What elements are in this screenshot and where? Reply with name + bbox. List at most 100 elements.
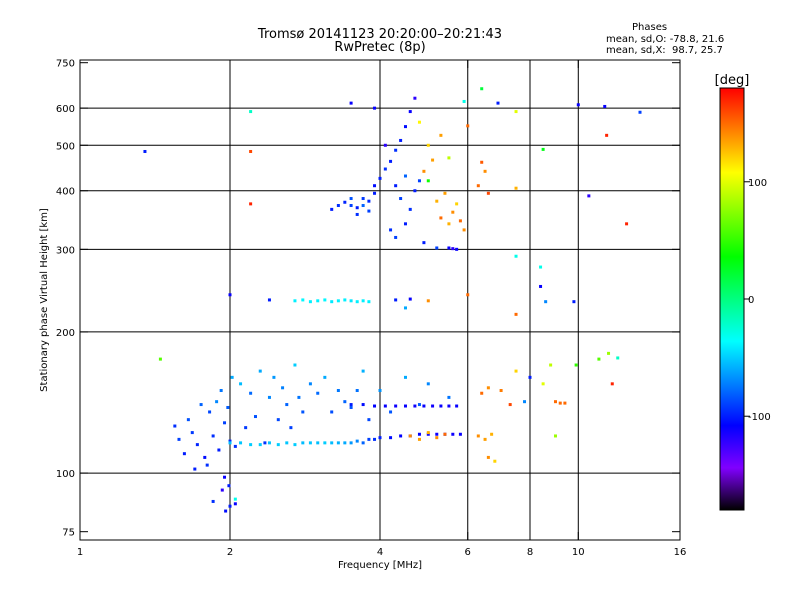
data-point (408, 207, 412, 211)
data-point (158, 357, 162, 361)
data-point (576, 103, 580, 107)
data-point (367, 300, 371, 304)
data-point (301, 410, 305, 414)
data-point (217, 448, 221, 452)
chart-title: Tromsø 20141123 20:20:00–20:21:43 (257, 27, 503, 42)
data-point (263, 441, 267, 445)
data-point (177, 437, 181, 441)
stats-x-mode: mean, sd,X: 98.7, 25.7 (606, 45, 723, 56)
data-point (447, 404, 451, 408)
data-point (349, 405, 353, 409)
data-point (193, 467, 197, 471)
y-tick-label: 400 (56, 187, 75, 198)
data-point (355, 206, 359, 210)
data-point (431, 404, 435, 408)
data-point (605, 133, 609, 137)
data-point (323, 375, 327, 379)
data-point (486, 455, 490, 459)
data-point (553, 400, 557, 404)
data-point (173, 424, 177, 428)
data-point (514, 110, 518, 114)
data-point (267, 298, 271, 302)
colorbar-scale (719, 87, 745, 511)
data-point (383, 167, 387, 171)
data-point (403, 174, 407, 178)
data-point (361, 204, 365, 208)
data-point (539, 284, 543, 288)
data-point (541, 382, 545, 386)
colorbar-tick-label: 0 (748, 295, 754, 306)
data-point (336, 299, 340, 303)
data-point (308, 300, 312, 304)
data-point (462, 228, 466, 232)
data-point (267, 441, 271, 445)
data-point (394, 148, 398, 152)
data-point (361, 403, 365, 407)
data-point (451, 210, 455, 214)
data-point (343, 400, 347, 404)
data-point (476, 184, 480, 188)
data-point (553, 434, 557, 438)
data-point (447, 156, 451, 160)
data-point (249, 443, 253, 447)
data-point (276, 443, 280, 447)
data-point (361, 197, 365, 201)
x-tick-label: 10 (572, 547, 585, 558)
data-point (203, 455, 207, 459)
colorbar-tick-label: -100 (748, 412, 771, 423)
data-point (316, 441, 320, 445)
data-point (293, 299, 297, 303)
data-point (403, 222, 407, 226)
data-point (308, 382, 312, 386)
x-tick-label: 6 (465, 547, 471, 558)
data-point (466, 293, 470, 297)
data-point (343, 298, 347, 302)
data-point (301, 441, 305, 445)
data-point (373, 191, 377, 195)
data-point (426, 179, 430, 183)
data-point (476, 434, 480, 438)
data-point (373, 106, 377, 110)
data-point (399, 197, 403, 201)
data-point (480, 87, 484, 91)
data-point (435, 436, 439, 440)
data-point (253, 415, 257, 419)
data-point (228, 504, 232, 508)
data-point (439, 216, 443, 220)
data-point (323, 441, 327, 445)
x-tick-label: 1 (77, 547, 83, 558)
chart-subtitle: RwPretec (8p) (334, 40, 426, 55)
x-tick-label: 16 (674, 547, 687, 558)
data-point (413, 189, 417, 193)
data-point (408, 297, 412, 301)
data-point (514, 369, 518, 373)
data-point (496, 101, 500, 105)
data-point (211, 499, 215, 503)
y-tick-label: 100 (56, 469, 75, 480)
data-point (233, 502, 237, 506)
data-point (316, 299, 320, 303)
data-point (330, 300, 334, 304)
data-point (451, 432, 455, 436)
data-point (455, 404, 459, 408)
data-point (195, 443, 199, 447)
y-tick-label: 500 (56, 141, 75, 152)
data-point (373, 404, 377, 408)
data-point (230, 375, 234, 379)
data-point (220, 488, 224, 492)
y-tick-label: 600 (56, 104, 75, 115)
data-point (367, 209, 371, 213)
colorbar-label: [deg] (715, 73, 750, 88)
data-point (523, 400, 527, 404)
data-point (417, 179, 421, 183)
data-point (528, 375, 532, 379)
data-point (417, 437, 421, 441)
data-point (272, 375, 276, 379)
data-point (383, 404, 387, 408)
y-tick-label: 750 (56, 59, 75, 70)
data-point (355, 389, 359, 393)
data-point (447, 246, 451, 250)
data-point (403, 306, 407, 310)
data-point (544, 300, 548, 304)
